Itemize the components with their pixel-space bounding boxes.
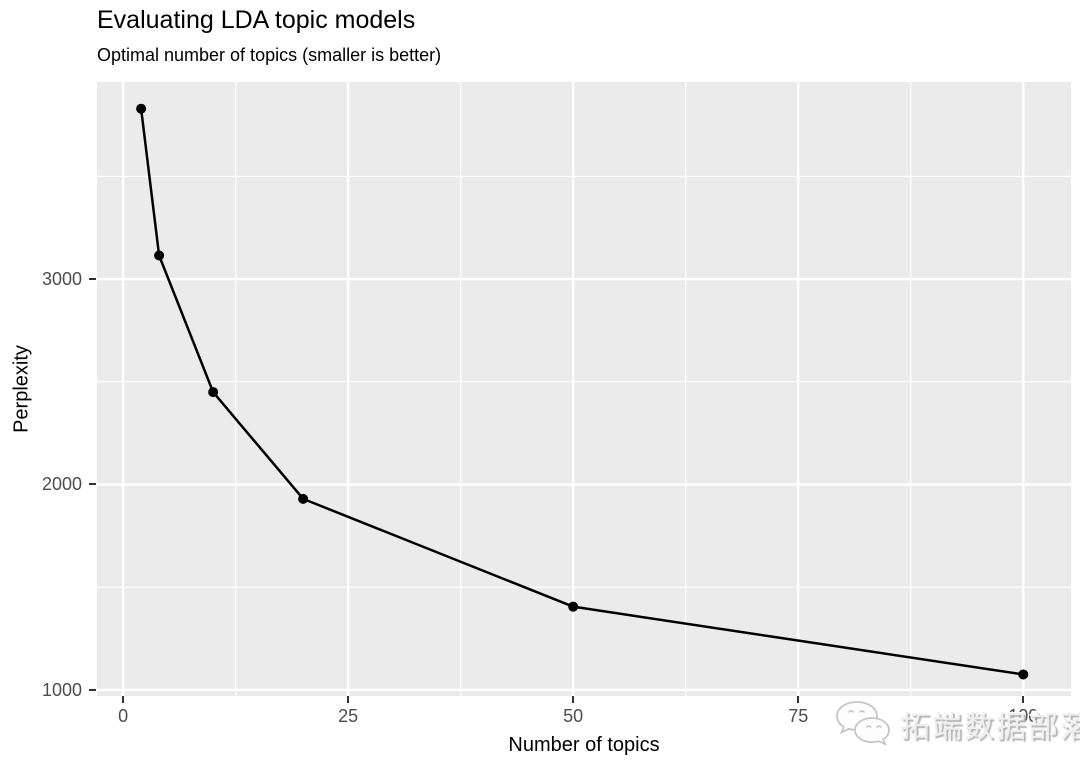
perplexity-line-series [97, 82, 1071, 696]
chart-title: Evaluating LDA topic models [97, 6, 416, 34]
watermark: 拓端数据部落 [832, 698, 1080, 750]
x-tick-label: 75 [788, 706, 809, 726]
data-point [208, 387, 219, 398]
y-tick-label: 1000 [41, 679, 82, 700]
x-tick-label: 100 [1008, 706, 1039, 726]
data-point [136, 103, 147, 114]
x-axis-title: Number of topics [508, 734, 660, 756]
x-tick-mark [1022, 696, 1025, 703]
data-point [1018, 669, 1029, 680]
x-tick-mark [122, 696, 125, 703]
watermark-text: 拓端数据部落 [900, 711, 1080, 744]
data-point [298, 493, 309, 504]
x-tick-label: 25 [338, 706, 359, 726]
x-tick-label: 50 [563, 706, 584, 726]
x-tick-label: 0 [118, 706, 129, 726]
y-tick-label: 2000 [41, 474, 82, 495]
y-tick-mark [89, 688, 96, 691]
wechat-icon [836, 701, 890, 747]
data-point [154, 250, 165, 261]
y-tick-label: 3000 [41, 269, 82, 290]
x-tick-mark [797, 696, 800, 703]
x-tick-mark [572, 696, 575, 703]
y-tick-mark [89, 278, 96, 281]
plot-panel [97, 82, 1071, 696]
series-line [139, 108, 1024, 676]
chart-subtitle: Optimal number of topics (smaller is bet… [97, 45, 442, 65]
data-point [568, 601, 579, 612]
y-axis-title: Perplexity [10, 345, 33, 433]
x-tick-mark [347, 696, 350, 703]
y-tick-mark [89, 483, 96, 486]
